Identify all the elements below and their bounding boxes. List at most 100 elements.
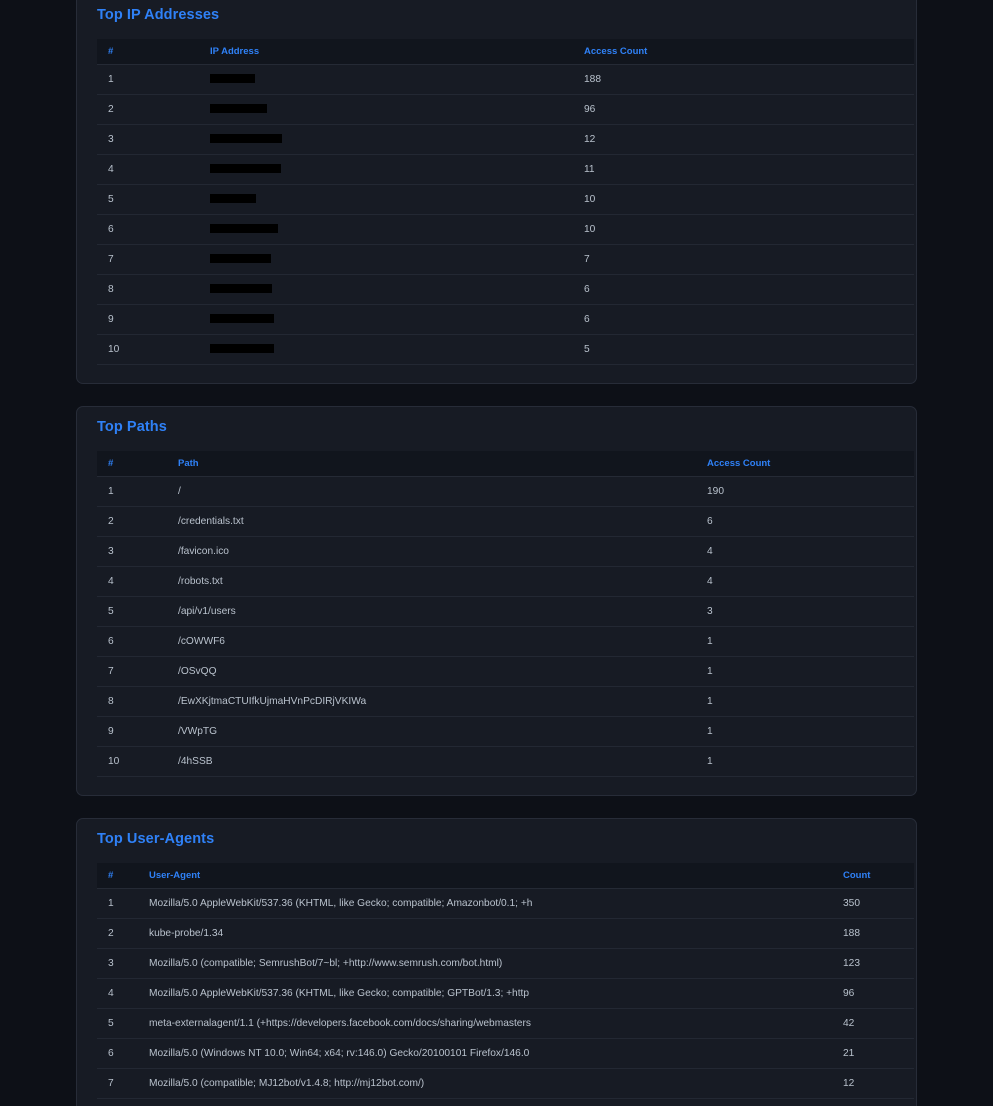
cell-count: 6 [584, 274, 914, 305]
redaction-bar [210, 343, 274, 353]
table-row: 7 Mozilla/5.0 (compatible; MJ12bot/v1.4.8… [97, 1068, 914, 1099]
redaction-bar [210, 163, 281, 173]
table-row: 3/favicon.ico 4 [97, 536, 914, 567]
cell-value: /VWpTG [178, 716, 707, 747]
redaction-bar [210, 73, 255, 83]
table-row: 4/robots.txt 4 [97, 566, 914, 597]
table-row: 4 Mozilla/5.0 AppleWebKit/537.36 (KHTML, … [97, 978, 914, 1009]
column-header-path: Path [178, 451, 707, 477]
table-row: 2 96 [97, 94, 914, 125]
redaction-bar [210, 283, 272, 293]
cell-rank: 6 [97, 1038, 149, 1069]
cell-value: Mozilla/5.0 (Windows NT 10.0; Win64; x64… [149, 1098, 843, 1106]
cell-value: / [178, 476, 707, 507]
cell-count: 1 [707, 716, 914, 747]
table-body-top-paths: 1/190 2/credentials.txt 6 3/favicon.ico 4 4/r… [97, 476, 914, 777]
cell-count: 6 [584, 304, 914, 335]
table-row: 7/OSvQQ 1 [97, 656, 914, 687]
redaction-bar [210, 103, 267, 113]
cell-value: Mozilla/5.0 AppleWebKit/537.36 (KHTML, l… [149, 978, 843, 1009]
cell-rank: 5 [97, 184, 210, 215]
table-row: 3 Mozilla/5.0 (compatible; SemrushBot/7~b… [97, 948, 914, 979]
redaction-bar [210, 193, 256, 203]
table-row: 1 Mozilla/5.0 AppleWebKit/537.36 (KHTML, … [97, 888, 914, 919]
cell-value-redacted [210, 154, 584, 185]
table-header-row: # User-Agent Count [97, 863, 914, 889]
table-row: 5 meta-externalagent/1.1 (+https://develo… [97, 1008, 914, 1039]
cell-value: meta-externalagent/1.1 (+https://develop… [149, 1008, 843, 1039]
cell-rank: 1 [97, 476, 178, 507]
page-title-top-paths: Top Paths [97, 419, 167, 435]
cell-value: /OSvQQ [178, 656, 707, 687]
cell-count: 5 [584, 334, 914, 365]
cell-value: /4hSSB [178, 746, 707, 777]
card-top-user-agents: Top User-Agents # User-Agent Count 1 Mozi… [76, 818, 917, 1106]
table-row: 4 11 [97, 154, 914, 185]
cell-count: 10 [584, 184, 914, 215]
cell-rank: 3 [97, 124, 210, 155]
table-row: 1 188 [97, 64, 914, 95]
cell-value: /robots.txt [178, 566, 707, 597]
table-row: 6/cOWWF6 1 [97, 626, 914, 657]
cell-count: 190 [707, 476, 914, 507]
cell-count: 3 [707, 596, 914, 627]
cell-count: 96 [584, 94, 914, 125]
cell-value-redacted [210, 124, 584, 155]
column-header-access-count: Access Count [584, 39, 914, 65]
cell-count: 123 [843, 948, 914, 979]
cell-value-redacted [210, 64, 584, 95]
redaction-bar [210, 223, 278, 233]
table-body-top-user-agents: 1 Mozilla/5.0 AppleWebKit/537.36 (KHTML, … [97, 888, 914, 1106]
table-row: 5 10 [97, 184, 914, 215]
column-header-count: Count [843, 863, 914, 889]
cell-count: 42 [843, 1008, 914, 1039]
table-row: 2 kube-probe/1.34 188 [97, 918, 914, 949]
table-header-row: # IP Address Access Count [97, 39, 914, 65]
cell-count: 1 [707, 656, 914, 687]
cell-count: 4 [707, 566, 914, 597]
cell-rank: 1 [97, 888, 149, 919]
cell-count: 10 [584, 214, 914, 245]
cell-value: /api/v1/users [178, 596, 707, 627]
cell-rank: 8 [97, 274, 210, 305]
redaction-bar [210, 253, 271, 263]
cell-value: kube-probe/1.34 [149, 918, 843, 949]
cell-value: /favicon.ico [178, 536, 707, 567]
cell-rank: 7 [97, 656, 178, 687]
cell-value: Mozilla/5.0 (compatible; SemrushBot/7~bl… [149, 948, 843, 979]
redaction-bar [210, 133, 282, 143]
cell-rank: 3 [97, 948, 149, 979]
table-row: 6 10 [97, 214, 914, 245]
cell-rank: 8 [97, 686, 178, 717]
cell-count: 12 [584, 124, 914, 155]
cell-count: 1 [707, 746, 914, 777]
page-title-top-user-agents: Top User-Agents [97, 831, 215, 847]
cell-value: Mozilla/5.0 AppleWebKit/537.36 (KHTML, l… [149, 888, 843, 919]
column-header-rank: # [97, 39, 210, 65]
redaction-bar [210, 313, 274, 323]
cell-rank: 2 [97, 94, 210, 125]
cell-rank: 5 [97, 596, 178, 627]
column-header-access-count: Access Count [707, 451, 914, 477]
cell-rank: 8 [97, 1098, 149, 1106]
cell-value: Mozilla/5.0 (compatible; MJ12bot/v1.4.8;… [149, 1068, 843, 1099]
cell-rank: 2 [97, 918, 149, 949]
cell-count: 188 [584, 64, 914, 95]
table-row: 5/api/v1/users 3 [97, 596, 914, 627]
cell-rank: 2 [97, 506, 178, 537]
cell-count: 1 [707, 626, 914, 657]
table-row: 6 Mozilla/5.0 (Windows NT 10.0; Win64; x6… [97, 1038, 914, 1069]
cell-rank: 4 [97, 978, 149, 1009]
table-row: 1/190 [97, 476, 914, 507]
table-row: 10 5 [97, 334, 914, 365]
cell-value-redacted [210, 304, 584, 335]
cell-rank: 7 [97, 1068, 149, 1099]
cell-value-redacted [210, 184, 584, 215]
cell-count: 188 [843, 918, 914, 949]
cell-rank: 9 [97, 304, 210, 335]
cell-value: /EwXKjtmaCTUIfkUjmaHVnPcDIRjVKIWa [178, 686, 707, 717]
page-title-top-ip-addresses: Top IP Addresses [97, 7, 220, 23]
